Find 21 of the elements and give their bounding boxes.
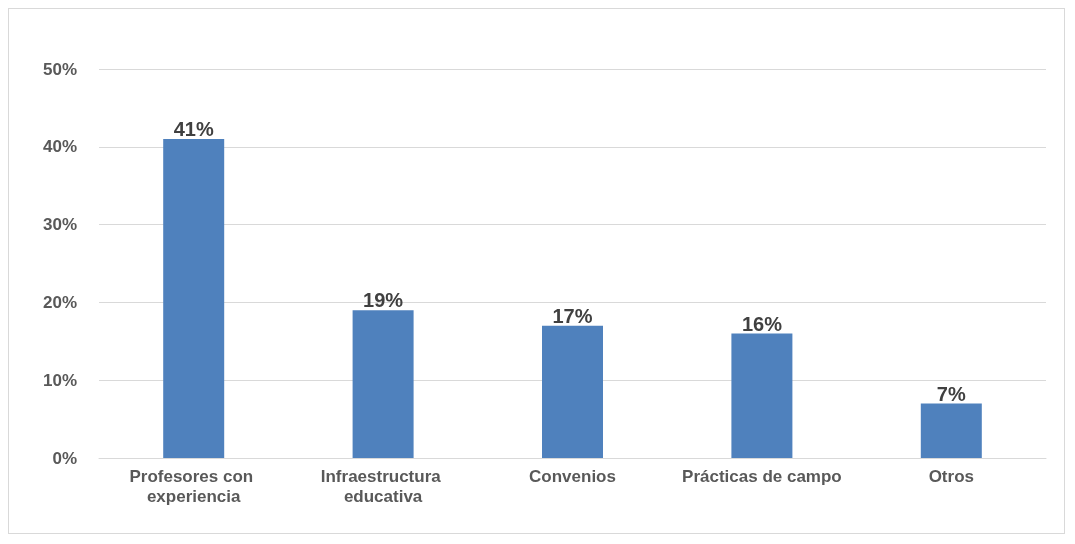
x-tick-label: Profesores con experiencia bbox=[129, 466, 258, 506]
x-tick-label: Convenios bbox=[529, 466, 616, 486]
data-label: 16% bbox=[741, 312, 783, 335]
data-label: 17% bbox=[552, 304, 593, 327]
data-label: 19% bbox=[363, 289, 404, 312]
data-label: 7% bbox=[936, 382, 966, 405]
y-tick-label: 50% bbox=[42, 59, 77, 79]
bar bbox=[920, 403, 982, 458]
bar bbox=[542, 325, 603, 458]
x-tick-label: Otros bbox=[928, 466, 974, 486]
bar bbox=[163, 139, 225, 458]
x-tick-label: Infraestructura educativa bbox=[320, 466, 446, 506]
y-tick-label: 0% bbox=[52, 448, 77, 468]
bar bbox=[352, 310, 414, 458]
x-tick-label: Prácticas de campo bbox=[682, 466, 842, 486]
y-tick-label: 30% bbox=[42, 215, 77, 235]
y-tick-label: 10% bbox=[42, 370, 77, 390]
bar bbox=[731, 333, 793, 458]
data-label: 41% bbox=[173, 118, 214, 141]
y-tick-label: 20% bbox=[42, 292, 77, 312]
y-tick-label: 40% bbox=[42, 137, 77, 157]
